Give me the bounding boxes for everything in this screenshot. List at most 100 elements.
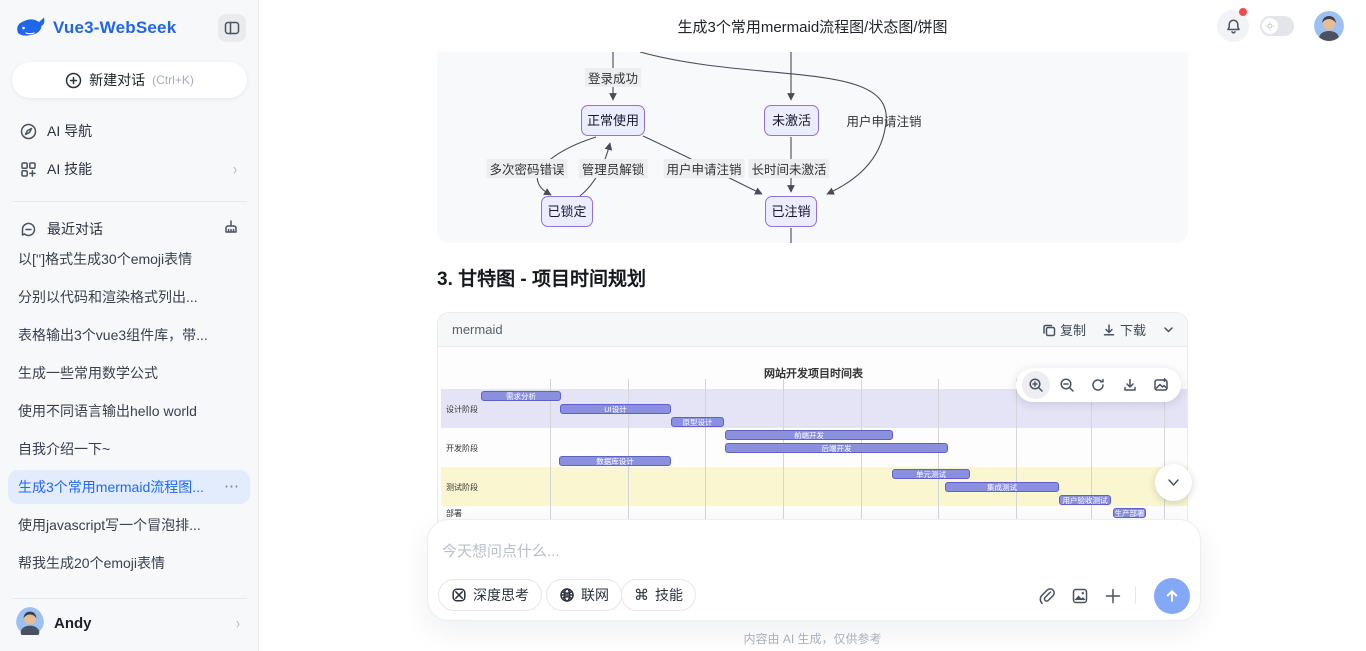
recent-chats-header: 最近对话 bbox=[12, 216, 247, 242]
upload-image-button[interactable] bbox=[1070, 586, 1090, 606]
broom-icon bbox=[225, 219, 237, 233]
gantt-task-bar: 数据库设计 bbox=[559, 455, 671, 466]
whale-logo-icon bbox=[17, 17, 45, 36]
gantt-section-label: 开发阶段 bbox=[446, 444, 478, 453]
divider bbox=[12, 201, 247, 202]
edge-label: 用户申请注销 bbox=[663, 159, 745, 178]
sidebar-collapse-button[interactable] bbox=[218, 14, 246, 42]
deep-think-icon bbox=[452, 588, 466, 602]
sidebar-item-ai-nav[interactable]: AI 导航 bbox=[12, 115, 247, 147]
divider bbox=[12, 598, 247, 599]
section-heading: 3. 甘特图 - 项目时间规划 bbox=[437, 269, 647, 290]
state-node: 未激活 bbox=[764, 105, 819, 136]
gantt-task-bar: 需求分析 bbox=[481, 390, 561, 401]
chevron-right-icon: › bbox=[236, 613, 240, 633]
tool-label: 联网 bbox=[581, 587, 609, 603]
image-icon bbox=[1072, 588, 1088, 604]
plus-circle-icon bbox=[65, 72, 82, 88]
theme-toggle[interactable] bbox=[1260, 16, 1294, 36]
user-name: Andy bbox=[54, 614, 92, 632]
zoom-in-icon bbox=[1029, 378, 1043, 392]
chevron-down-icon bbox=[1164, 327, 1173, 333]
new-chat-button[interactable]: 新建对话 (Ctrl+K) bbox=[12, 62, 247, 98]
globe-icon bbox=[560, 588, 574, 602]
edge-label: 登录成功 bbox=[584, 68, 642, 87]
gantt-gridline bbox=[705, 379, 706, 521]
paperclip-icon bbox=[1039, 588, 1055, 605]
diagram-toolbar bbox=[1016, 368, 1181, 402]
composer: 今天想问点什么... 深度思考 联网 ⌘ 技能 bbox=[427, 519, 1201, 621]
edge-label: 多次密码错误 bbox=[486, 159, 568, 178]
collapse-code-button[interactable] bbox=[1162, 323, 1175, 336]
chevron-down-icon bbox=[1168, 479, 1179, 486]
download-diagram-button[interactable] bbox=[1116, 371, 1144, 399]
tool-label: 技能 bbox=[655, 587, 683, 603]
recent-chat-item[interactable]: 表格输出3个vue3组件库，带... bbox=[18, 327, 208, 343]
plus-icon bbox=[1105, 588, 1121, 604]
recent-chat-item[interactable]: 生成一些常用数学公式 bbox=[18, 365, 158, 381]
state-node: 已注销 bbox=[765, 196, 817, 227]
web-search-toggle[interactable]: 联网 bbox=[546, 579, 622, 611]
gantt-gridline bbox=[550, 379, 551, 521]
attach-file-button[interactable] bbox=[1037, 586, 1057, 606]
gantt-task-bar: 集成测试 bbox=[945, 481, 1059, 492]
sidebar-item-ai-skills[interactable]: AI 技能 › bbox=[12, 153, 247, 185]
gantt-section-label: 部署 bbox=[446, 509, 462, 518]
recent-chat-item[interactable]: 分别以代码和渲染格式列出... bbox=[18, 289, 198, 305]
gantt-title: 网站开发项目时间表 bbox=[764, 368, 863, 380]
zoom-in-button[interactable] bbox=[1021, 371, 1050, 399]
sidebar: Vue3-WebSeek 新建对话 (Ctrl+K) AI 导航 bbox=[0, 0, 259, 651]
reset-view-button[interactable] bbox=[1084, 371, 1112, 399]
tool-label: 深度思考 bbox=[473, 587, 529, 603]
gantt-gridline bbox=[1016, 379, 1017, 521]
gantt-gridline bbox=[1164, 379, 1165, 521]
gantt-gridline bbox=[1091, 379, 1092, 521]
sidebar-item-label: AI 导航 bbox=[47, 123, 93, 139]
download-icon bbox=[1103, 323, 1115, 336]
zoom-out-icon bbox=[1060, 378, 1074, 392]
copy-button[interactable]: 复制 bbox=[1042, 320, 1086, 339]
gantt-task-bar: 生产部署 bbox=[1113, 507, 1146, 518]
edge-label: 用户申请注销 bbox=[846, 115, 922, 129]
chat-history-icon bbox=[21, 222, 36, 236]
account-avatar[interactable] bbox=[1314, 11, 1344, 41]
gantt-task-bar: 原型设计 bbox=[671, 416, 724, 427]
export-image-button[interactable] bbox=[1147, 371, 1175, 399]
logo: Vue3-WebSeek bbox=[14, 12, 246, 44]
grid-plus-icon bbox=[21, 161, 36, 177]
scroll-to-bottom-button[interactable] bbox=[1155, 464, 1192, 501]
sidebar-item-label: AI 技能 bbox=[47, 161, 93, 177]
message-input[interactable]: 今天想问点什么... bbox=[442, 543, 560, 560]
recent-chat-item[interactable]: 使用不同语言输出hello world bbox=[18, 403, 197, 419]
ai-disclaimer: 内容由 AI 生成，仅供参考 bbox=[743, 632, 882, 646]
download-icon bbox=[1124, 378, 1136, 391]
gantt-task-bar: 单元测试 bbox=[892, 468, 970, 479]
recent-chat-item[interactable]: 帮我生成20个emoji表情 bbox=[18, 555, 166, 571]
main-area: 生成3个常用mermaid流程图/状态图/饼图 bbox=[259, 0, 1366, 651]
recent-chat-item[interactable]: 使用javascript写一个冒泡排... bbox=[18, 517, 201, 533]
panel-left-icon bbox=[224, 21, 240, 35]
clear-history-button[interactable] bbox=[223, 219, 239, 240]
image-plus-icon bbox=[1154, 378, 1168, 391]
skills-button[interactable]: ⌘ 技能 bbox=[621, 579, 696, 611]
recent-chat-item[interactable]: 以['']格式生成30个emoji表情 bbox=[18, 251, 193, 267]
divider bbox=[1135, 586, 1136, 604]
recent-chat-item-active[interactable]: 生成3个常用mermaid流程图... ⋯ bbox=[8, 470, 250, 504]
notification-dot bbox=[1239, 8, 1247, 16]
add-more-button[interactable] bbox=[1103, 586, 1123, 606]
refresh-icon bbox=[1092, 378, 1105, 391]
recent-chats-title: 最近对话 bbox=[47, 221, 103, 237]
app-title: Vue3-WebSeek bbox=[53, 18, 177, 37]
zoom-out-button[interactable] bbox=[1053, 371, 1081, 399]
send-button[interactable] bbox=[1154, 578, 1190, 614]
recent-chat-item[interactable]: 自我介绍一下~ bbox=[18, 441, 111, 457]
user-avatar bbox=[16, 606, 44, 640]
deep-think-toggle[interactable]: 深度思考 bbox=[438, 579, 542, 611]
user-profile-button[interactable]: Andy › bbox=[8, 604, 250, 642]
arrow-up-icon bbox=[1166, 590, 1178, 602]
more-options-icon[interactable]: ⋯ bbox=[224, 478, 240, 495]
state-node: 正常使用 bbox=[581, 105, 645, 136]
copy-icon bbox=[1043, 324, 1056, 336]
download-button[interactable]: 下载 bbox=[1102, 320, 1146, 339]
gantt-task-bar: 用户验收测试 bbox=[1059, 494, 1111, 505]
